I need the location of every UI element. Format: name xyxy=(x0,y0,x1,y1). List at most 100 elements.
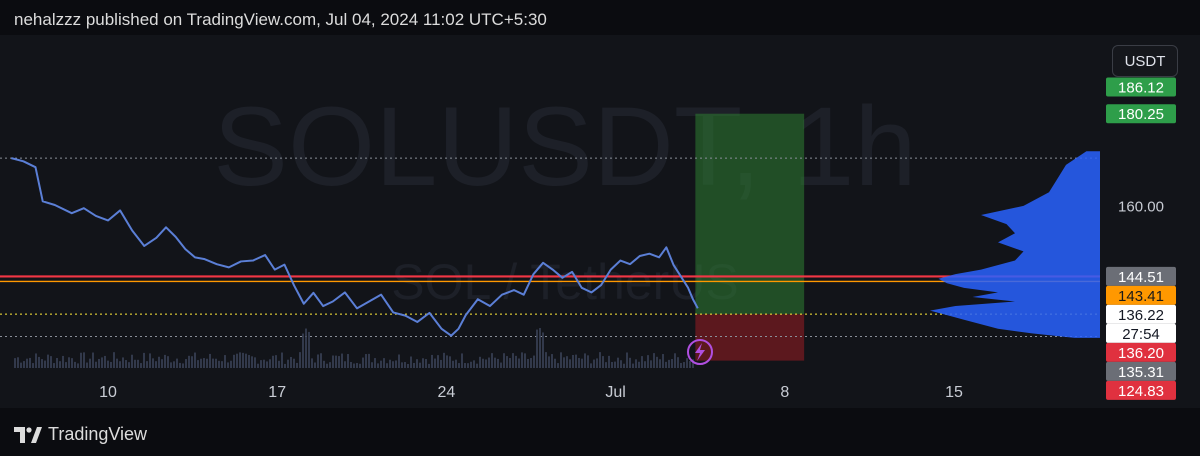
volume-bar xyxy=(359,363,361,368)
footer-bar xyxy=(0,408,1200,456)
price-label: 136.22 xyxy=(1118,307,1164,324)
volume-bar xyxy=(422,358,424,368)
volume-bar xyxy=(113,352,115,368)
volume-bar xyxy=(80,352,82,368)
volume-bar xyxy=(140,363,142,368)
volume-bar xyxy=(95,361,97,368)
volume-bar xyxy=(158,356,160,368)
volume-bar xyxy=(512,353,514,368)
volume-bar xyxy=(86,362,88,368)
volume-bar xyxy=(650,360,652,368)
volume-bar xyxy=(428,363,430,368)
volume-bar xyxy=(248,355,250,368)
time-axis[interactable]: 10 17 24 Jul 8 15 xyxy=(99,384,963,401)
volume-bar xyxy=(260,360,262,368)
volume-bar xyxy=(392,361,394,368)
volume-bar xyxy=(173,361,175,368)
volume-profile xyxy=(930,151,1100,338)
volume-bar xyxy=(176,358,178,368)
volume-bar xyxy=(182,363,184,368)
volume-bar xyxy=(179,362,181,368)
volume-bar xyxy=(590,363,592,368)
volume-bar xyxy=(224,355,226,368)
volume-bar xyxy=(416,359,418,368)
horizontal-levels[interactable] xyxy=(0,157,1100,338)
volume-bar xyxy=(659,359,661,368)
volume-bar xyxy=(533,355,535,368)
lightning-icon[interactable] xyxy=(687,339,713,365)
volume-bar xyxy=(557,363,559,368)
volume-bar xyxy=(287,359,289,368)
volume-bar xyxy=(71,358,73,368)
volume-bar xyxy=(41,359,43,368)
volume-bar xyxy=(578,357,580,368)
volume-bar xyxy=(281,352,283,368)
volume-bar xyxy=(251,356,253,368)
volume-bar xyxy=(137,359,139,368)
volume-bar xyxy=(32,363,34,368)
volume-bar xyxy=(35,353,37,368)
volume-bar xyxy=(491,353,493,368)
volume-bar xyxy=(125,360,127,368)
volume-bar xyxy=(506,356,508,368)
volume-bar xyxy=(17,357,19,368)
volume-bar xyxy=(530,358,532,368)
price-series[interactable] xyxy=(11,157,699,337)
price-chart[interactable]: SOLUSDT, 1h SOL / TetherUS 10 17 24 Jul 8 15 … xyxy=(0,35,1200,408)
volume-bar xyxy=(278,360,280,368)
volume-bar xyxy=(497,358,499,368)
volume-bar xyxy=(584,353,586,368)
volume-bar xyxy=(185,359,187,368)
volume-bar xyxy=(314,362,316,368)
volume-bar xyxy=(602,356,604,368)
volume-bar xyxy=(608,355,610,368)
volume-bar xyxy=(482,358,484,368)
volume-bar xyxy=(548,356,550,368)
volume-bar xyxy=(440,359,442,368)
volume-bar xyxy=(545,352,547,368)
volume-bar xyxy=(452,360,454,368)
volume-bar xyxy=(155,361,157,368)
profit-zone[interactable] xyxy=(695,113,805,315)
tradingview-logo[interactable]: TradingView xyxy=(14,424,147,445)
volume-bar xyxy=(623,363,625,368)
volume-bar xyxy=(215,358,217,368)
volume-bar xyxy=(662,354,664,368)
price-label-box xyxy=(1106,266,1176,286)
volume-bar xyxy=(425,359,427,368)
price-label-box xyxy=(1106,323,1176,343)
volume-bar xyxy=(443,352,445,368)
volume-bar xyxy=(188,355,190,368)
volume-bar xyxy=(320,353,322,368)
loss-zone[interactable] xyxy=(695,314,805,361)
volume-bar xyxy=(437,355,439,368)
price-scale-labels[interactable]: 186.12 180.25 160.00 144.51 143.41 136.22 27:5… xyxy=(1106,77,1176,400)
volume-bar xyxy=(347,354,349,368)
chart-pane[interactable]: SOLUSDT, 1h SOL / TetherUS 10 17 24 Jul 8 15 … xyxy=(0,35,1200,408)
volume-bar xyxy=(116,358,118,368)
volume-bar xyxy=(581,358,583,368)
currency-button[interactable]: USDT xyxy=(1112,45,1178,77)
volume-bar xyxy=(128,362,130,368)
volume-bar xyxy=(305,328,307,368)
volume-bar xyxy=(434,358,436,368)
volume-bars xyxy=(14,328,694,368)
volume-bar xyxy=(296,362,298,368)
volume-bar xyxy=(350,361,352,368)
volume-bar xyxy=(614,361,616,368)
price-line[interactable] xyxy=(11,157,699,337)
volume-bar xyxy=(638,361,640,368)
price-label: 186.12 xyxy=(1118,80,1164,97)
volume-bar xyxy=(200,358,202,368)
long-position-tool[interactable] xyxy=(695,113,805,361)
volume-bar xyxy=(536,329,538,368)
volume-bar xyxy=(26,358,28,368)
volume-bar xyxy=(617,357,619,368)
volume-bar xyxy=(47,354,49,368)
volume-bar xyxy=(629,357,631,368)
volume-bar xyxy=(683,362,685,368)
volume-bar xyxy=(527,359,529,368)
volume-bar xyxy=(446,355,448,368)
volume-bar xyxy=(302,333,304,368)
price-label: 160.00 xyxy=(1118,198,1164,215)
